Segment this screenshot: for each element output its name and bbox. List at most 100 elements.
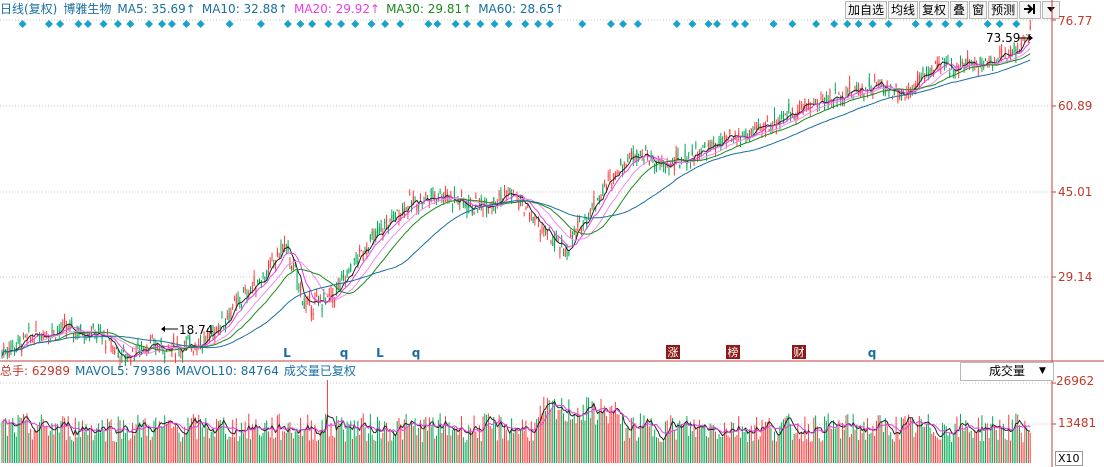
volume-bar xyxy=(262,433,264,463)
volume-bar xyxy=(101,420,103,463)
ma-line-button[interactable]: 均线 xyxy=(888,1,919,19)
volume-bar xyxy=(114,441,116,463)
signal-diamond xyxy=(490,20,499,28)
volume-bar xyxy=(865,439,867,463)
candle-body xyxy=(90,332,92,335)
volume-bar xyxy=(924,426,926,463)
candle-body xyxy=(298,286,300,288)
candle-body xyxy=(947,59,949,61)
volume-bar xyxy=(22,414,24,463)
volume-bar xyxy=(577,407,579,463)
candle-body xyxy=(529,214,531,218)
volume-bar xyxy=(945,426,947,463)
volume-bar xyxy=(389,430,391,463)
candle-body xyxy=(174,355,176,359)
candle-body xyxy=(330,291,332,297)
price-tick-2: 60.89 xyxy=(1058,99,1093,113)
volume-bar xyxy=(936,437,938,463)
candle-body xyxy=(600,194,602,200)
event-marker-box xyxy=(792,345,806,359)
candle-body xyxy=(453,192,455,199)
volume-bar xyxy=(927,414,929,463)
overlay-button[interactable]: 叠 xyxy=(950,1,969,19)
event-marker-label: q xyxy=(340,346,349,360)
volume-bar xyxy=(870,432,872,463)
volume-bar xyxy=(350,420,352,463)
volume-bar xyxy=(759,436,761,463)
volume-bar xyxy=(840,438,842,463)
goto-latest-icon[interactable] xyxy=(1019,1,1042,19)
candle-body xyxy=(260,281,262,285)
volume-bar xyxy=(845,415,847,463)
chevron-down-icon[interactable] xyxy=(1042,1,1061,19)
candle-body xyxy=(933,70,935,72)
candle-body xyxy=(573,230,575,234)
candle-body xyxy=(296,273,298,285)
candle-body xyxy=(191,347,193,351)
volume-bar xyxy=(795,433,797,463)
candle-body xyxy=(943,63,945,65)
volume-bar xyxy=(689,421,691,463)
candle-body xyxy=(516,194,518,198)
volume-bar xyxy=(1015,413,1017,463)
candle-body xyxy=(56,329,58,331)
candle-body xyxy=(854,86,856,89)
forecast-button[interactable]: 预测 xyxy=(988,1,1019,19)
candle-body xyxy=(8,347,10,358)
volume-bar xyxy=(611,405,613,463)
volume-bar xyxy=(630,418,632,463)
candle-body xyxy=(877,82,879,84)
candle-body xyxy=(799,106,801,113)
signal-diamond xyxy=(196,20,205,28)
candle-body xyxy=(83,334,85,338)
signal-diamond xyxy=(44,20,53,28)
candle-body xyxy=(223,326,225,328)
volume-bar xyxy=(307,414,309,463)
candle-body xyxy=(625,163,627,166)
volume-bar xyxy=(802,441,804,463)
signal-diamond xyxy=(633,20,642,28)
candle-body xyxy=(337,282,339,290)
volume-bar xyxy=(64,417,66,463)
candle-body xyxy=(988,59,990,62)
volume-bar xyxy=(999,419,1001,463)
candle-body xyxy=(241,305,243,307)
signal-diamond xyxy=(56,20,65,28)
volume-bar xyxy=(203,436,205,463)
ma10-value: MA10: 32.88↑ xyxy=(201,2,288,16)
volume-bar xyxy=(498,414,500,463)
volume-bar xyxy=(675,439,677,463)
add-watchlist-button[interactable]: 加自选 xyxy=(845,1,888,19)
volume-bar xyxy=(913,437,915,463)
volume-bar xyxy=(700,426,702,463)
volume-bar xyxy=(1002,423,1004,463)
candle-body xyxy=(582,225,584,227)
volume-bar xyxy=(931,433,933,463)
volume-bar xyxy=(813,417,815,463)
volume-bar xyxy=(289,422,291,463)
window-button[interactable]: 窗 xyxy=(969,1,988,19)
volume-bar xyxy=(523,430,525,463)
candlestick-series xyxy=(1,19,1031,368)
ma60-value: MA60: 28.65↑ xyxy=(478,2,565,16)
volume-bar xyxy=(770,427,772,463)
candle-body xyxy=(899,92,901,98)
volume-bar xyxy=(457,434,459,463)
candle-body xyxy=(28,327,30,329)
signal-diamond xyxy=(713,20,722,28)
candle-body xyxy=(890,84,892,86)
signal-diamond xyxy=(83,20,92,28)
candle-body xyxy=(462,200,464,205)
candle-body xyxy=(706,152,708,156)
volume-bar xyxy=(752,440,754,463)
candle-body xyxy=(784,113,786,115)
signal-diamond xyxy=(955,20,964,28)
candle-body xyxy=(743,133,745,135)
event-marker-label: L xyxy=(376,346,384,360)
restore-rights-button[interactable]: 复权 xyxy=(919,1,950,19)
volume-bar xyxy=(432,417,434,463)
volume-bar xyxy=(278,413,280,463)
indicator-select[interactable]: 成交量 ▼ xyxy=(960,362,1054,381)
volume-scale-tag: X10 xyxy=(1055,451,1083,466)
